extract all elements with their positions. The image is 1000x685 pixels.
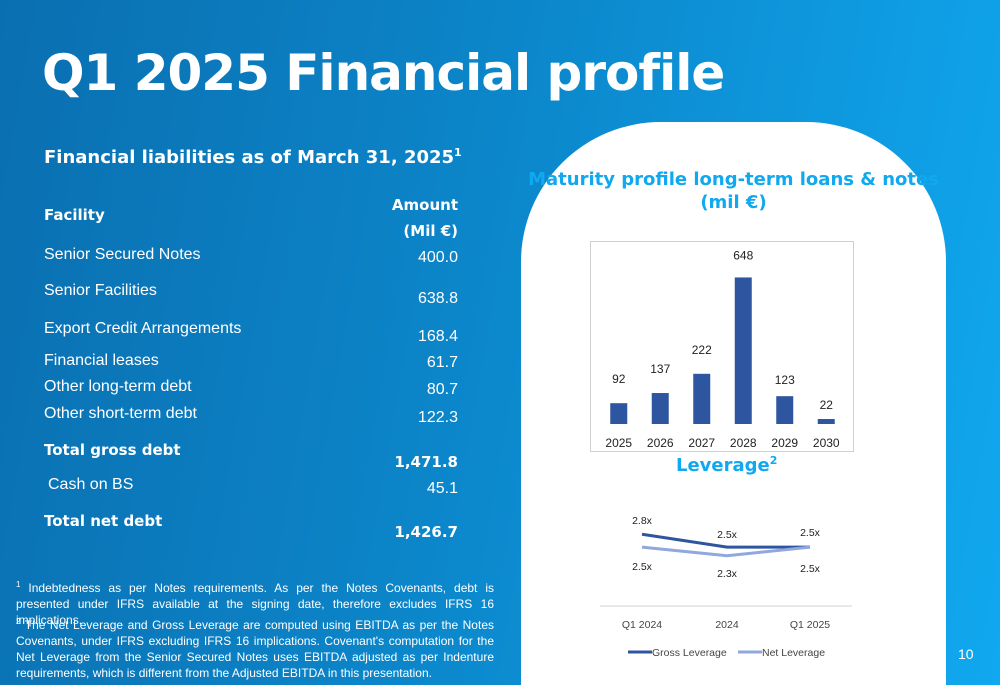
legend-gross-label: Gross Leverage — [652, 647, 727, 659]
footnote-1: 1 Indebtedness as per Notes requirements… — [16, 580, 494, 627]
bar-value-label: 22 — [820, 398, 834, 412]
bar-2026 — [651, 393, 669, 424]
x-tick-label: 2024 — [715, 619, 739, 631]
maturity-bar-chart: 92 2025 137 2026 222 2027 648 2028 123 2029 22 2030 — [590, 241, 854, 452]
leverage-chart-title: Leverage2 — [676, 454, 778, 476]
chart-frame — [590, 241, 854, 452]
bar-value-label: 648 — [733, 248, 753, 262]
gross-value-label: 2.5x — [800, 527, 821, 539]
header-amount: Amount (Mil €) — [391, 196, 458, 240]
x-tick-label: 2029 — [771, 436, 798, 450]
net-value-label: 2.3x — [717, 568, 738, 580]
bar-2030 — [817, 419, 835, 424]
footnote-2: 2 The Net Leverage and Gross Leverage ar… — [16, 617, 494, 680]
x-tick-label: 2025 — [605, 436, 632, 450]
gross-leverage-line — [641, 532, 810, 549]
net-value-label: 2.5x — [632, 561, 653, 573]
bar-2027 — [693, 373, 711, 424]
bar-value-label: 92 — [612, 372, 626, 386]
net-leverage-line — [641, 545, 811, 558]
header-facility: Facility — [44, 206, 105, 224]
net-value-label: 2.5x — [800, 563, 821, 575]
x-tick-label: 2028 — [730, 436, 757, 450]
maturity-chart-title: Maturity profile long-term loans & notes… — [528, 169, 939, 213]
leverage-line-chart: 2.8x 2.5x 2.5x 2.5x 2.3x 2.5x Q1 2024 2024 Q1 20… — [600, 515, 852, 659]
x-tick-label: 2027 — [688, 436, 715, 450]
x-tick-label: Q1 2025 — [790, 619, 830, 631]
x-tick-label: 2030 — [813, 436, 840, 450]
table-subtitle: Financial liabilities as of March 31, 20… — [44, 146, 462, 168]
x-tick-label: Q1 2024 — [622, 619, 662, 631]
bar-value-label: 123 — [775, 373, 795, 387]
bar-value-label: 222 — [692, 343, 712, 357]
x-tick-label: 2026 — [647, 436, 674, 450]
bar-value-label: 137 — [650, 362, 670, 376]
page-title: Q1 2025 Financial profile — [42, 44, 725, 102]
bar-2025 — [610, 403, 628, 424]
page-number: 10 — [958, 646, 974, 662]
legend-net-label: Net Leverage — [762, 647, 825, 659]
gross-value-label: 2.5x — [717, 529, 738, 541]
bar-2029 — [776, 396, 794, 424]
bar-2028 — [734, 277, 752, 424]
gross-value-label: 2.8x — [632, 515, 653, 527]
